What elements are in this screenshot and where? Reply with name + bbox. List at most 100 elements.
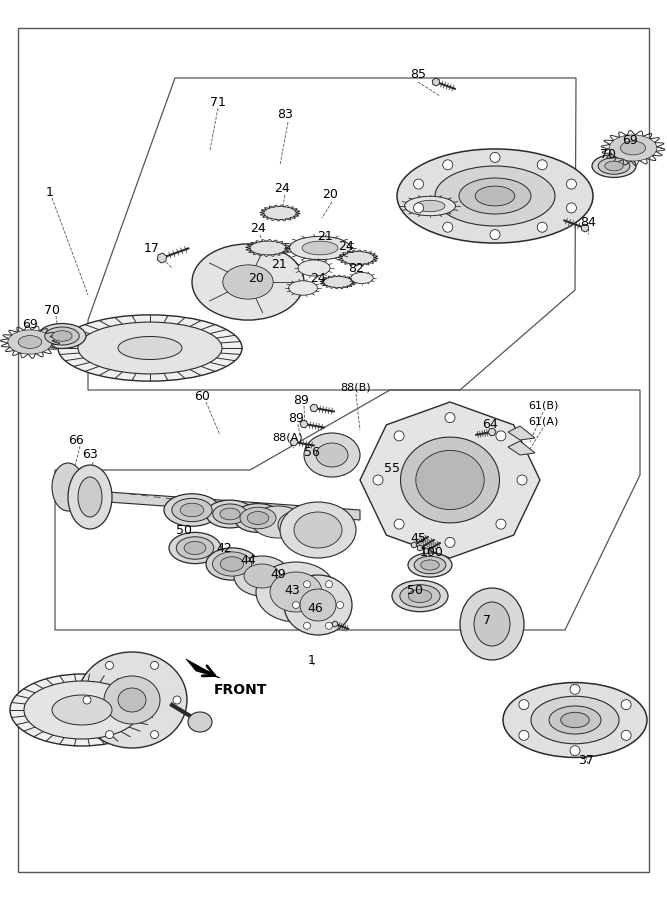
Polygon shape [581,224,589,232]
Circle shape [303,580,311,588]
Circle shape [570,746,580,756]
Ellipse shape [77,652,187,748]
Ellipse shape [278,511,318,539]
Polygon shape [290,438,298,446]
Text: 66: 66 [68,434,84,446]
Text: 24: 24 [250,221,266,235]
Text: 17: 17 [144,241,160,255]
Ellipse shape [620,141,646,155]
Circle shape [566,202,576,213]
Circle shape [490,152,500,162]
Text: 50: 50 [407,583,423,597]
Ellipse shape [169,533,221,563]
Ellipse shape [213,552,251,576]
Text: 43: 43 [284,583,300,597]
Circle shape [496,431,506,441]
Text: 49: 49 [270,569,286,581]
Circle shape [83,696,91,704]
Circle shape [325,580,333,588]
Ellipse shape [289,281,317,295]
Ellipse shape [264,206,296,220]
Text: 70: 70 [44,303,60,317]
Circle shape [537,222,547,232]
Ellipse shape [304,433,360,477]
Circle shape [519,731,529,741]
Ellipse shape [188,712,212,732]
Circle shape [303,622,311,629]
Ellipse shape [234,504,282,533]
Ellipse shape [475,186,515,206]
Ellipse shape [223,265,273,299]
Ellipse shape [206,548,258,580]
Text: 7: 7 [483,614,491,626]
Circle shape [293,601,299,608]
Polygon shape [186,659,220,678]
Ellipse shape [415,201,445,212]
Circle shape [445,412,455,423]
Ellipse shape [8,329,52,355]
Ellipse shape [609,135,657,161]
Circle shape [394,431,404,441]
Text: 24: 24 [338,239,354,253]
Circle shape [443,222,453,232]
Ellipse shape [164,494,220,526]
Polygon shape [424,548,429,554]
Polygon shape [360,402,540,558]
Circle shape [414,202,424,213]
Text: 37: 37 [578,753,594,767]
Text: 71: 71 [210,95,226,109]
Ellipse shape [414,556,446,573]
Text: 44: 44 [240,554,256,566]
Text: 89: 89 [288,411,304,425]
Text: 55: 55 [384,462,400,474]
Ellipse shape [176,536,213,559]
Ellipse shape [52,463,84,511]
Text: FRONT: FRONT [213,683,267,697]
Ellipse shape [172,499,212,522]
Text: 88(A): 88(A) [273,433,303,443]
Ellipse shape [459,178,531,214]
Ellipse shape [408,590,432,603]
Circle shape [151,662,159,670]
Polygon shape [508,426,535,440]
Text: 50: 50 [176,524,192,536]
Ellipse shape [256,562,336,622]
Polygon shape [310,404,318,412]
Circle shape [621,699,631,709]
Ellipse shape [68,465,112,529]
Circle shape [414,179,424,189]
Polygon shape [508,441,535,455]
Polygon shape [332,621,338,627]
Circle shape [325,622,333,629]
Ellipse shape [404,196,456,216]
Polygon shape [412,542,417,548]
Ellipse shape [397,149,593,243]
Circle shape [537,160,547,170]
Text: 20: 20 [248,272,264,284]
Ellipse shape [342,251,374,265]
Ellipse shape [38,323,86,348]
Text: 45: 45 [410,532,426,544]
Text: 42: 42 [216,542,232,554]
Ellipse shape [460,588,524,660]
Ellipse shape [252,506,304,538]
Text: 88(B): 88(B) [341,383,372,393]
Ellipse shape [421,560,440,570]
Text: 56: 56 [304,446,320,460]
Polygon shape [418,545,423,551]
Ellipse shape [316,443,348,467]
Circle shape [517,475,527,485]
Circle shape [373,475,383,485]
Text: 89: 89 [293,393,309,407]
Ellipse shape [220,508,240,520]
Ellipse shape [78,477,102,517]
Ellipse shape [118,688,146,712]
Text: 61(B): 61(B) [528,401,558,411]
Ellipse shape [323,276,352,287]
Ellipse shape [549,706,601,734]
Ellipse shape [104,676,160,724]
Circle shape [443,160,453,170]
Ellipse shape [400,437,500,523]
Ellipse shape [531,697,619,743]
Ellipse shape [184,542,206,554]
